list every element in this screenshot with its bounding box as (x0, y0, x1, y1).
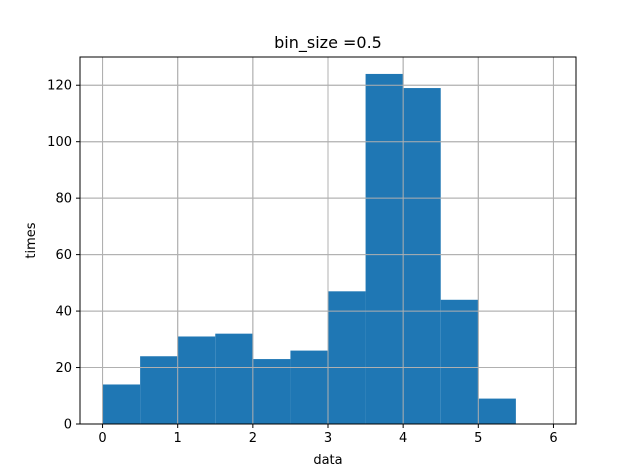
x-axis-label: data (313, 453, 342, 468)
x-tick-label: 3 (324, 431, 332, 446)
bars (102, 73, 516, 425)
histogram-bar (440, 299, 479, 424)
histogram-bar (290, 350, 328, 424)
y-tick-label: 120 (47, 79, 72, 94)
x-tick-label: 4 (399, 431, 407, 446)
histogram-bar (252, 359, 291, 424)
x-tick-label: 6 (549, 431, 557, 446)
y-tick-label: 60 (55, 248, 72, 263)
y-axis-label: times (24, 222, 39, 258)
y-tick-label: 0 (64, 418, 72, 433)
histogram-bar (177, 336, 216, 424)
y-tick-label: 100 (47, 135, 72, 150)
x-tick-label: 1 (174, 431, 182, 446)
histogram-bar (365, 73, 404, 424)
histogram-bar (215, 333, 253, 424)
chart-title: bin_size =0.5 (274, 33, 382, 53)
histogram-bar (328, 291, 366, 424)
x-tick-label: 5 (474, 431, 482, 446)
x-tick-label: 0 (98, 431, 106, 446)
histogram-bar (478, 398, 516, 424)
histogram-bar (403, 88, 441, 425)
y-tick-label: 20 (55, 361, 72, 376)
histogram-bar (102, 384, 141, 424)
x-tick-label: 2 (249, 431, 257, 446)
y-tick-label: 40 (55, 305, 72, 320)
histogram-bar (140, 356, 178, 424)
y-tick-label: 80 (55, 192, 72, 207)
